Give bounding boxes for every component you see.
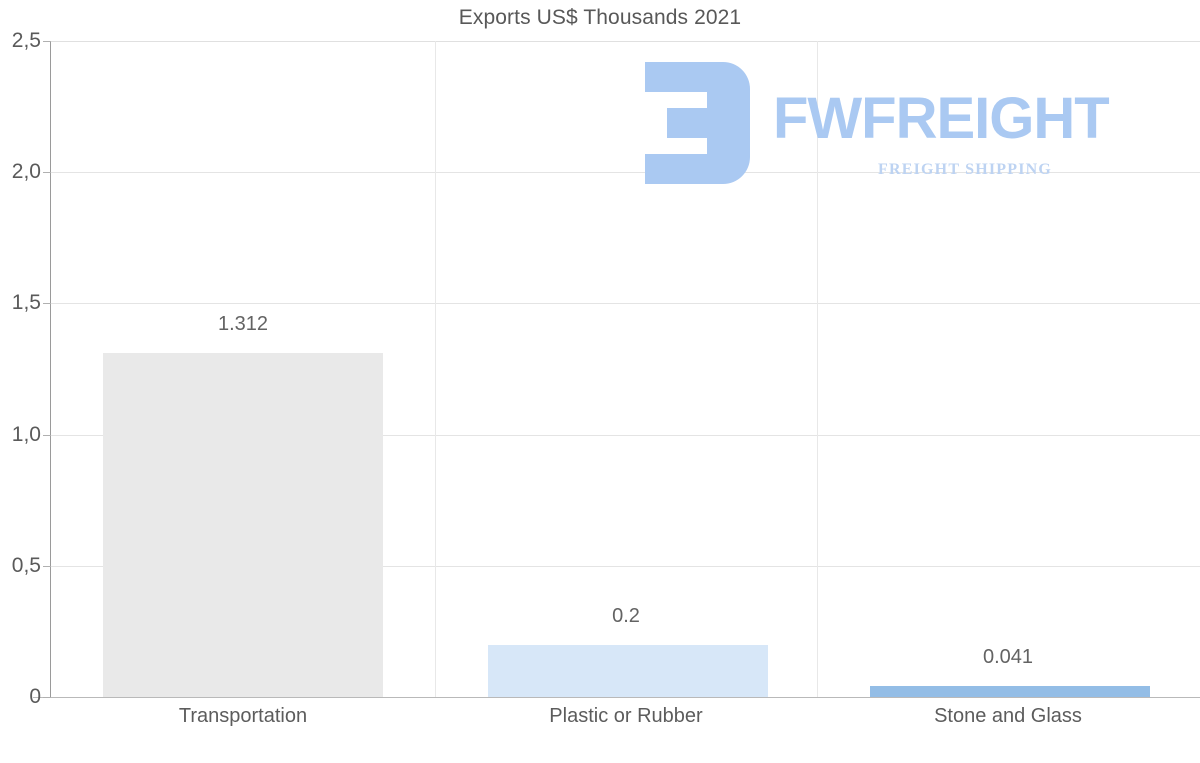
gridline-1-5: [50, 303, 1200, 304]
gridline-2-0: [50, 172, 1200, 173]
category-separator-1: [435, 41, 436, 697]
y-tick-label-0-5: 0,5: [11, 554, 41, 577]
bar-plastic-or-rubber: [488, 645, 768, 697]
y-tick-label-1-5: 1,5: [11, 291, 41, 314]
category-separator-2: [817, 41, 818, 697]
y-tick-mark-1-5: [43, 303, 51, 304]
category-label-stone-and-glass: Stone and Glass: [934, 705, 1082, 727]
bar-value-label-stone-and-glass: 0.041: [982, 646, 1034, 668]
y-tick-mark-0: [43, 697, 51, 698]
y-tick-label-2-0: 2,0: [11, 160, 41, 183]
x-axis-line: [33, 697, 1200, 698]
y-tick-mark-0-5: [43, 566, 51, 567]
category-label-transportation: Transportation: [178, 705, 308, 727]
y-tick-label-0: 0: [29, 685, 41, 708]
y-tick-label-1-0: 1,0: [11, 423, 41, 446]
gridline-0-5: [50, 566, 1200, 567]
bar-transportation: [103, 353, 383, 697]
y-tick-label-2-5: 2,5: [11, 29, 41, 52]
chart-title: Exports US$ Thousands 2021: [458, 6, 742, 29]
y-tick-mark-1-0: [43, 435, 51, 436]
y-axis-labels: 2,5 2,0 1,5 1,0 0,5 0: [0, 29, 1200, 708]
y-axis-line: [50, 41, 51, 697]
bar-value-label-plastic-or-rubber: 0.2: [612, 605, 640, 627]
bar-value-label-transportation: 1.312: [217, 313, 269, 335]
category-label-plastic-or-rubber: Plastic or Rubber: [549, 705, 703, 727]
y-tick-mark-2-0: [43, 172, 51, 173]
gridline-2-5: [50, 41, 1200, 42]
y-tick-mark-2-5: [43, 41, 51, 42]
plot-area: [50, 41, 1200, 697]
bar-stone-and-glass: [870, 686, 1150, 697]
gridline-1-0: [50, 435, 1200, 436]
